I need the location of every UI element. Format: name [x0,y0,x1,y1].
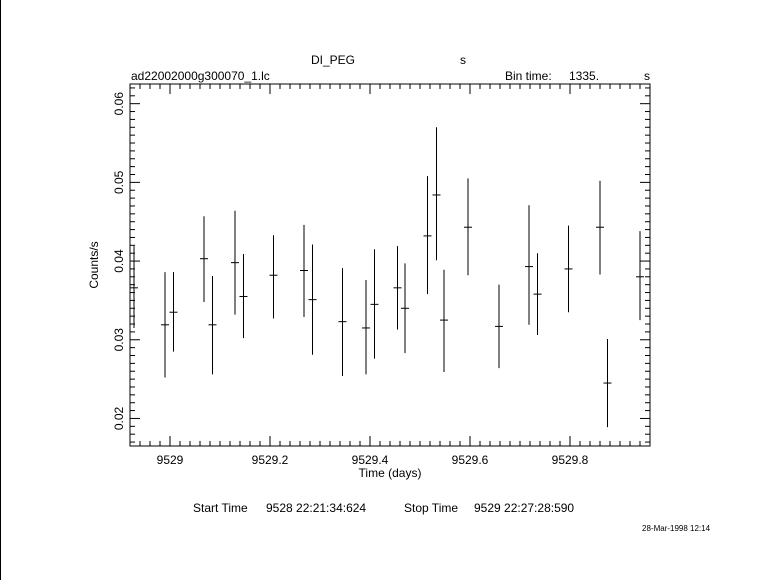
data-point [439,269,449,373]
data-point [603,338,612,428]
stop-time-label: Stop Time [404,501,459,515]
data-point [423,176,432,295]
data-point [393,246,402,330]
start-time-value: 9528 22:21:34:624 [266,501,367,515]
data-point [635,231,645,321]
y-tick-label: 0.04 [112,249,126,273]
left-border [0,0,1,580]
object-unit: s [460,53,466,67]
y-axis-label: Counts/s [87,241,101,288]
data-point [361,279,371,375]
data-point [595,180,605,275]
y-tick-label: 0.02 [112,406,126,430]
x-tick-label: 9529.6 [452,453,489,467]
data-point [299,224,309,317]
plot-frame [129,83,651,447]
data-point [230,210,240,315]
data-point [239,253,248,339]
data-point [308,244,317,355]
data-point [533,253,542,336]
object-title: DI_PEG [311,53,356,67]
y-tick-label: 0.05 [112,170,126,194]
data-point [432,127,441,261]
y-tick-label: 0.06 [112,92,126,116]
data-point [269,235,278,319]
x-tick-label: 9529.8 [552,453,589,467]
y-tick-label: 0.03 [112,328,126,352]
filename-label: ad22002000g300070_1.lc [131,69,270,83]
data-point [169,272,178,352]
start-time-label: Start Time [193,501,248,515]
date-stamp: 28-Mar-1998 12:14 [642,524,711,533]
stop-time-value: 9529 22:27:28:590 [474,501,575,515]
data-point [160,272,170,378]
data-point [494,284,504,369]
x-tick-label: 9529 [157,453,184,467]
data-point [400,263,410,354]
x-tick-label: 9529.4 [352,453,389,467]
data-point [564,225,573,313]
data-point [130,246,139,328]
bin-time-value: 1335. [569,69,600,83]
data-point [208,276,217,375]
bin-time-label: Bin time: [505,69,552,83]
data-point [199,216,209,302]
data-point [370,249,379,359]
data-point [338,268,347,376]
data-point [524,205,534,325]
bin-time-unit: s [644,69,650,83]
data-point [463,178,473,276]
x-tick-label: 9529.2 [252,453,289,467]
x-axis-label: Time (days) [359,466,422,480]
